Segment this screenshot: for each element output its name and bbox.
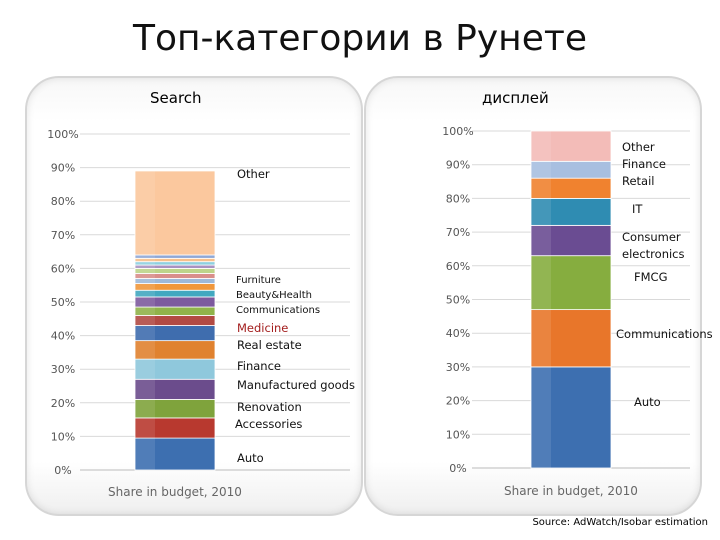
- display-tick-label: 80%: [446, 192, 470, 205]
- search-label-medicine: Medicine: [237, 321, 289, 335]
- search-tick-label: 70%: [51, 229, 75, 242]
- page-title: Топ-категории в Рунете: [133, 18, 587, 59]
- search-bar-segment: [134, 437, 216, 471]
- search-tick-label: 50%: [51, 296, 75, 309]
- display-bar-highlight: [531, 131, 551, 468]
- display-tick-label: 100%: [442, 125, 473, 138]
- search-label-accessories: Accessories: [235, 417, 303, 431]
- search-tick-label: 100%: [47, 128, 78, 141]
- display-label-consumer-1: Consumer: [622, 230, 681, 244]
- display-bar-segment: [530, 130, 612, 162]
- display-tick-label: 50%: [446, 294, 470, 307]
- display-label-finance: Finance: [622, 157, 666, 171]
- search-bar-segment: [134, 170, 216, 256]
- display-tick-label: 60%: [446, 260, 470, 273]
- search-label-furniture: Furniture: [236, 275, 281, 286]
- display-tick-label: 0%: [449, 462, 466, 475]
- display-label-consumer-2: electronics: [622, 247, 685, 261]
- search-label-renovation: Renovation: [237, 400, 302, 414]
- search-label-manufactured: Manufactured goods: [237, 378, 355, 392]
- display-tick-label: 90%: [446, 159, 470, 172]
- search-tick-label: 10%: [51, 430, 75, 443]
- search-label-other: Other: [237, 167, 270, 181]
- display-label-auto: Auto: [634, 395, 661, 409]
- search-tick-label: 80%: [51, 195, 75, 208]
- display-bar-segment: [530, 309, 612, 368]
- search-label-communications: Communications: [236, 305, 321, 316]
- display-tick-label: 10%: [446, 428, 470, 441]
- source-note: Source: AdWatch/Isobar estimation: [532, 517, 708, 528]
- search-tick-label: 60%: [51, 262, 75, 275]
- display-panel-label: дисплей: [482, 89, 549, 107]
- display-tick-label: 20%: [446, 395, 470, 408]
- search-tick-label: 20%: [51, 397, 75, 410]
- search-tick-label: 0%: [54, 464, 71, 477]
- search-panel-label: Search: [150, 89, 202, 107]
- display-bar-segment: [530, 366, 612, 469]
- display-bar-segment: [530, 255, 612, 311]
- display-bar-segment: [530, 197, 612, 226]
- search-tick-label: 90%: [51, 162, 75, 175]
- display-tick-label: 30%: [446, 361, 470, 374]
- search-label-real-estate: Real estate: [237, 338, 302, 352]
- display-tick-label: 70%: [446, 226, 470, 239]
- display-bar-segment: [530, 224, 612, 257]
- display-tick-label: 40%: [446, 327, 470, 340]
- search-tick-label: 30%: [51, 363, 75, 376]
- search-label-finance: Finance: [237, 359, 281, 373]
- search-x-axis-label: Share in budget, 2010: [108, 485, 242, 499]
- display-label-retail: Retail: [622, 174, 655, 188]
- display-x-axis-label: Share in budget, 2010: [504, 484, 638, 498]
- search-bar-highlight: [135, 170, 155, 470]
- display-label-communications: Communications: [616, 327, 713, 341]
- search-label-auto: Auto: [237, 451, 264, 465]
- display-label-it: IT: [632, 202, 643, 216]
- search-tick-label: 40%: [51, 330, 75, 343]
- display-label-fmcg: FMCG: [634, 270, 668, 284]
- display-label-other: Other: [622, 140, 655, 154]
- search-label-beauty: Beauty&Health: [236, 290, 312, 301]
